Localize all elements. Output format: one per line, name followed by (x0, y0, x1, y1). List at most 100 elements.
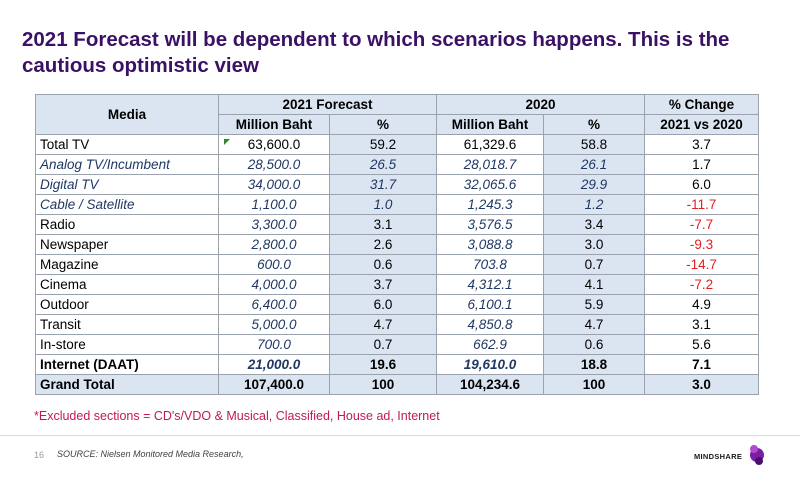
cell-media-name: Cable / Satellite (35, 194, 219, 215)
cell-forecast-pct: 4.7 (329, 314, 437, 335)
cell-2020-baht: 4,312.1 (436, 274, 544, 295)
cell-media-name: Outdoor (35, 294, 219, 315)
cell-change: -7.7 (644, 214, 760, 235)
cell-forecast-baht: 600.0 (218, 254, 330, 275)
cell-2020-pct: 29.9 (542, 174, 646, 195)
cell-media-name: Cinema (35, 274, 219, 295)
cell-2020-baht: 1,245.3 (436, 194, 544, 215)
cell-forecast-baht: 5,000.0 (218, 314, 330, 335)
table-row: Magazine 600.0 0.6 703.8 0.7 -14.7 (35, 254, 760, 275)
cell-media-name: In-store (35, 334, 219, 355)
cell-forecast-pct: 26.5 (329, 154, 437, 175)
table-row: Digital TV 34,000.0 31.7 32,065.6 29.9 6.0 (35, 174, 760, 195)
table-row: Internet (DAAT) 21,000.0 19.6 19,610.0 18.8 7… (35, 354, 760, 375)
cell-2020-baht: 3,088.8 (436, 234, 544, 255)
cell-media-name: Transit (35, 314, 219, 335)
cell-forecast-baht: 4,000.0 (218, 274, 330, 295)
cell-media-name: Internet (DAAT) (35, 354, 219, 375)
cell-forecast-pct: 0.7 (329, 334, 437, 355)
source-note: SOURCE: Nielsen Monitored Media Research… (57, 449, 244, 459)
table-row: Total TV 63,600.0 59.2 61,329.6 58.8 3.7 (35, 134, 760, 155)
cell-2020-pct: 3.4 (542, 214, 646, 235)
cell-2020-pct: 18.8 (542, 354, 646, 375)
cell-2020-baht: 19,610.0 (436, 354, 544, 375)
table-row: Radio 3,300.0 3.1 3,576.5 3.4 -7.7 (35, 214, 760, 235)
table-row: Transit 5,000.0 4.7 4,850.8 4.7 3.1 (35, 314, 760, 335)
footnote: *Excluded sections = CD's/VDO & Musical,… (34, 409, 440, 423)
cell-forecast-baht: 28,500.0 (218, 154, 330, 175)
cell-forecast-baht: 6,400.0 (218, 294, 330, 315)
table-row: Analog TV/Incumbent 28,500.0 26.5 28,018.7 2… (35, 154, 760, 175)
header-2021-forecast: 2021 Forecast (218, 94, 437, 115)
page-number: 16 (34, 450, 45, 460)
cell-2020-baht: 662.9 (436, 334, 544, 355)
header-pct-2020: % (542, 114, 646, 135)
header-pct-2021: % (329, 114, 437, 135)
cell-change: 4.9 (644, 294, 760, 315)
cell-forecast-baht: 700.0 (218, 334, 330, 355)
header-million-baht-2020: Million Baht (436, 114, 544, 135)
cell-comment-marker (224, 139, 230, 145)
logo-text: MINDSHARE (694, 452, 743, 461)
cell-2020-pct: 4.1 (542, 274, 646, 295)
cell-2020-baht: 4,850.8 (436, 314, 544, 335)
cell-media-name: Digital TV (35, 174, 219, 195)
cell-change: -11.7 (644, 194, 760, 215)
cell-forecast-pct: 6.0 (329, 294, 437, 315)
table-row: Cable / Satellite 1,100.0 1.0 1,245.3 1.2 -11… (35, 194, 760, 215)
cell-forecast-pct: 3.1 (329, 214, 437, 235)
cell-2020-pct: 100 (542, 374, 646, 395)
table-row: Outdoor 6,400.0 6.0 6,100.1 5.9 4.9 (35, 294, 760, 315)
cell-2020-baht: 703.8 (436, 254, 544, 275)
table-row: Newspaper 2,800.0 2.6 3,088.8 3.0 -9.3 (35, 234, 760, 255)
cell-change: -7.2 (644, 274, 760, 295)
cell-2020-pct: 1.2 (542, 194, 646, 215)
cell-change: 6.0 (644, 174, 760, 195)
mindshare-logo: MINDSHARE (694, 440, 764, 470)
cell-forecast-pct: 59.2 (329, 134, 437, 155)
cell-2020-baht: 104,234.6 (436, 374, 544, 395)
media-forecast-table: Media 2021 Forecast 2020 % Change Millio… (35, 94, 760, 395)
header-2020: 2020 (435, 94, 646, 115)
cell-change: 1.7 (644, 154, 760, 175)
header-change: % Change (644, 94, 760, 115)
cell-media-name: Total TV (35, 134, 219, 155)
header-2021-vs-2020: 2021 vs 2020 (644, 114, 760, 135)
cell-change: -14.7 (644, 254, 760, 275)
cell-forecast-pct: 3.7 (329, 274, 437, 295)
cell-forecast-baht: 21,000.0 (218, 354, 330, 375)
cell-change: -9.3 (644, 234, 760, 255)
cell-2020-baht: 32,065.6 (436, 174, 544, 195)
footer-divider (0, 435, 800, 436)
page-title: 2021 Forecast will be dependent to which… (22, 28, 730, 77)
cell-2020-pct: 58.8 (542, 134, 646, 155)
cell-forecast-baht: 63,600.0 (218, 134, 330, 155)
cell-change: 7.1 (644, 354, 760, 375)
cell-forecast-baht: 2,800.0 (218, 234, 330, 255)
cell-forecast-baht: 107,400.0 (218, 374, 330, 395)
header-media: Media (35, 94, 219, 135)
cell-2020-baht: 3,576.5 (436, 214, 544, 235)
cell-forecast-pct: 19.6 (329, 354, 437, 375)
cell-2020-pct: 5.9 (542, 294, 646, 315)
cell-media-name: Newspaper (35, 234, 219, 255)
cell-forecast-pct: 100 (329, 374, 437, 395)
cell-media-name: Grand Total (35, 374, 219, 395)
table-row: Grand Total 107,400.0 100 104,234.6 100 3.0 (35, 374, 760, 395)
cell-forecast-pct: 31.7 (329, 174, 437, 195)
cell-2020-pct: 0.6 (542, 334, 646, 355)
cell-2020-pct: 26.1 (542, 154, 646, 175)
cell-media-name: Analog TV/Incumbent (35, 154, 219, 175)
header-million-baht-2021: Million Baht (218, 114, 330, 135)
logo-swirl-icon (750, 445, 764, 465)
table-header-row: Media 2021 Forecast 2020 % Change (35, 94, 760, 135)
cell-forecast-baht: 34,000.0 (218, 174, 330, 195)
cell-change: 5.6 (644, 334, 760, 355)
cell-2020-baht: 6,100.1 (436, 294, 544, 315)
cell-forecast-pct: 1.0 (329, 194, 437, 215)
cell-media-name: Magazine (35, 254, 219, 275)
table-row: In-store 700.0 0.7 662.9 0.6 5.6 (35, 334, 760, 355)
cell-change: 3.1 (644, 314, 760, 335)
table-row: Cinema 4,000.0 3.7 4,312.1 4.1 -7.2 (35, 274, 760, 295)
table-subheader-row: Million Baht % Million Baht % 2021 vs 20… (36, 114, 760, 135)
